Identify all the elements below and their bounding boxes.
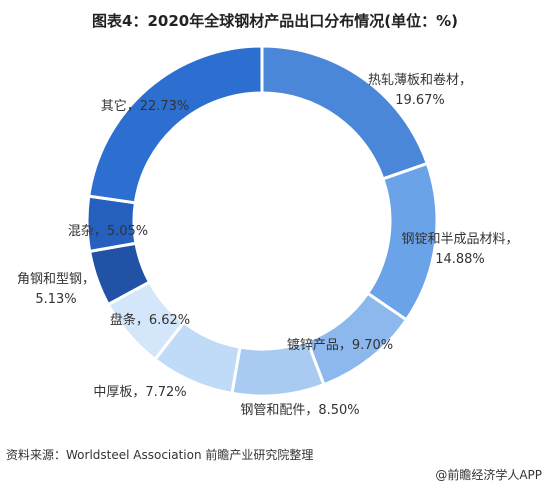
donut-slice	[87, 44, 264, 205]
slice-label: 其它，22.73%	[101, 98, 190, 114]
slice-label: 中厚板，7.72%	[93, 385, 186, 400]
chart-title: 图表4：2020年全球钢材产品出口分布情况(单位：%)	[92, 12, 458, 30]
donut-slice	[260, 44, 430, 181]
slice-label: 钢锭和半成品材料， 14.88%	[401, 232, 518, 267]
slice-label: 镀锌产品，9.70%	[287, 337, 393, 353]
slice-label: 热轧薄板和卷材， 19.67%	[368, 72, 472, 108]
slice-label: 钢管和配件，8.50%	[240, 403, 359, 418]
credit-note: @前瞻经济学人APP	[435, 468, 542, 482]
source-note: 资料来源：Worldsteel Association 前瞻产业研究院整理	[6, 448, 314, 462]
slice-label: 盘条，6.62%	[110, 312, 190, 328]
slice-label: 角钢和型钢， 5.13%	[17, 272, 95, 307]
slice-label: 混杂，5.05%	[68, 224, 148, 239]
